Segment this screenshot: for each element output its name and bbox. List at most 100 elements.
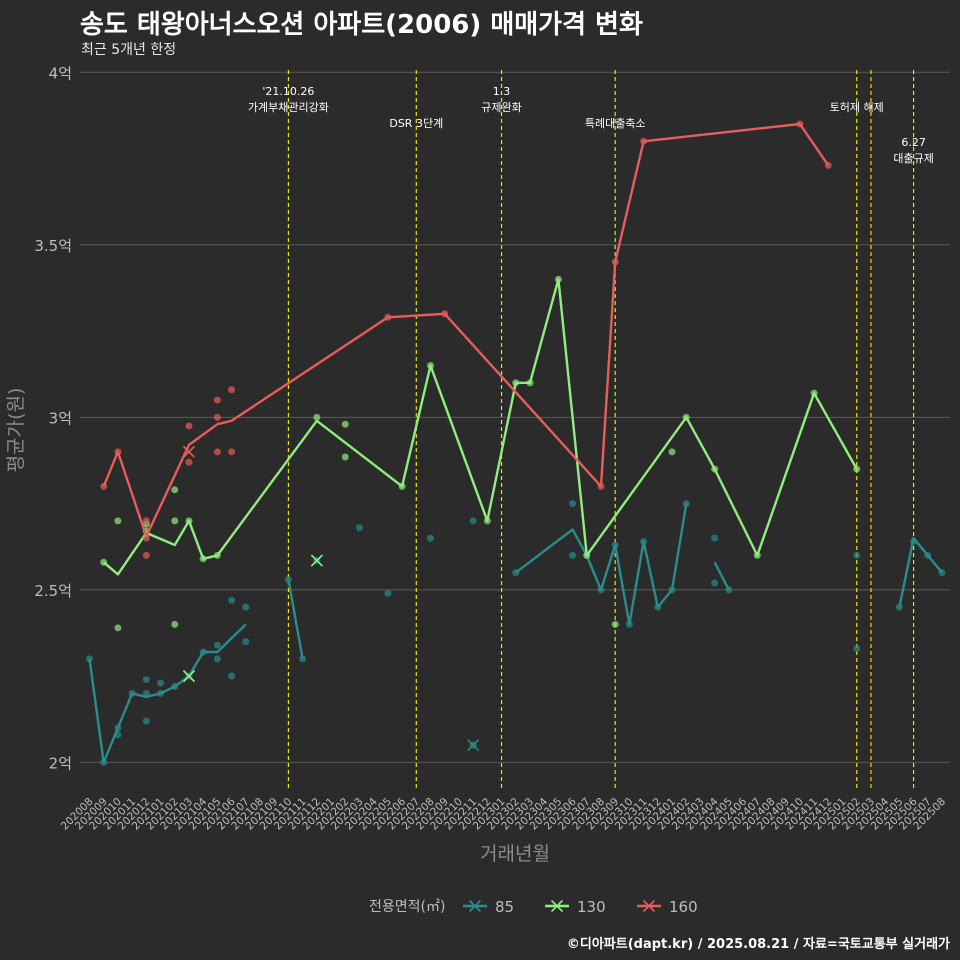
data-point-160	[640, 137, 648, 145]
data-point-130	[185, 517, 193, 525]
data-point-85	[114, 731, 122, 739]
data-point-160	[185, 458, 193, 466]
x-axis-title: 거래년월	[480, 843, 550, 865]
data-point-130	[753, 551, 761, 559]
data-point-160	[142, 551, 150, 559]
y-tick-label: 3억	[49, 409, 72, 427]
data-point-130	[526, 379, 534, 387]
event-label: 가계부채관리강화	[248, 101, 329, 114]
y-axis-title: 평균가(원)	[5, 388, 27, 473]
data-point-85	[611, 541, 619, 549]
data-point-160	[142, 517, 150, 525]
data-point-160	[142, 534, 150, 542]
data-point-85	[853, 645, 861, 653]
data-point-85	[711, 579, 719, 587]
data-point-85	[213, 655, 221, 663]
y-tick-label: 2.5억	[34, 582, 72, 600]
data-point-130	[171, 620, 179, 628]
chart-title: 송도 태왕아너스오션 아파트(2006) 매매가격 변화	[80, 10, 643, 40]
data-point-85	[569, 500, 577, 508]
series-line-85	[713, 561, 730, 591]
data-point-85	[427, 534, 434, 542]
series-line-130	[102, 278, 858, 576]
legend-label-85: 85	[495, 898, 514, 916]
data-point-85	[157, 689, 165, 697]
series-line-85	[287, 579, 304, 660]
data-point-85	[654, 603, 662, 611]
data-point-85	[157, 679, 165, 687]
data-point-85	[910, 538, 918, 546]
legend-marker-130	[550, 899, 564, 913]
data-point-85	[171, 682, 179, 690]
data-point-130	[583, 551, 591, 559]
event-label: DSR 3단계	[389, 117, 443, 130]
data-point-160	[611, 258, 619, 266]
data-point-130	[171, 517, 179, 525]
event-label: 6.27	[901, 136, 926, 149]
data-point-85	[114, 724, 122, 732]
y-tick-label: 3.5억	[34, 237, 72, 255]
data-point-130	[711, 465, 719, 473]
data-point-85	[299, 655, 307, 663]
data-point-85	[142, 676, 150, 684]
data-point-160	[213, 396, 221, 404]
data-point-130	[341, 420, 349, 428]
data-point-85	[711, 534, 719, 542]
data-point-85	[682, 500, 690, 508]
event-label: 토허제 해제	[830, 100, 884, 114]
legend-item-85: 85	[463, 898, 514, 916]
series-line-85	[515, 503, 688, 626]
data-point-85	[640, 538, 648, 546]
data-point-130	[341, 453, 349, 461]
data-point-130	[213, 551, 221, 559]
data-point-85	[355, 524, 363, 532]
data-point-130	[611, 620, 619, 628]
data-point-85	[384, 589, 392, 597]
data-point-130	[512, 379, 520, 387]
data-point-85	[895, 603, 903, 611]
data-point-85	[142, 689, 150, 697]
data-point-160	[441, 310, 449, 318]
event-label: 1.3	[493, 85, 511, 98]
data-point-130	[398, 482, 406, 490]
data-point-160	[384, 313, 392, 321]
data-point-85	[853, 551, 861, 559]
data-point-160	[114, 448, 122, 456]
data-point-85	[228, 672, 236, 680]
data-point-160	[597, 482, 605, 490]
x-marker-160	[182, 445, 196, 458]
x-marker-85	[467, 739, 480, 752]
data-point-130	[810, 389, 818, 397]
legend-item-160: 160	[637, 898, 698, 916]
chart-subtitle: 최근 5개년 한정	[81, 42, 177, 58]
data-point-85	[228, 596, 236, 604]
data-point-130	[114, 517, 122, 525]
y-tick-label: 2억	[49, 754, 72, 772]
data-point-130	[554, 275, 562, 283]
data-point-85	[199, 648, 207, 656]
data-point-130	[313, 413, 321, 421]
data-point-85	[938, 569, 946, 577]
data-point-160	[796, 120, 804, 128]
data-point-85	[924, 551, 932, 559]
data-point-130	[114, 624, 122, 632]
event-label: 특례대출축소	[585, 117, 646, 130]
series-line-85	[88, 623, 247, 764]
data-point-130	[668, 448, 676, 456]
data-point-130	[199, 555, 207, 563]
event-label: '21.10.26	[262, 85, 314, 98]
x-marker-130	[310, 554, 323, 567]
data-point-85	[128, 689, 136, 697]
data-point-85	[625, 620, 633, 628]
event-label: 대출규제	[893, 152, 933, 165]
data-point-130	[682, 413, 690, 421]
data-point-130	[483, 517, 491, 525]
series-line-85	[898, 536, 943, 608]
data-point-85	[512, 569, 520, 577]
data-point-160	[228, 386, 236, 394]
data-point-85	[213, 641, 221, 649]
data-point-85	[569, 551, 577, 559]
data-point-85	[597, 586, 605, 594]
data-point-85	[242, 638, 250, 646]
